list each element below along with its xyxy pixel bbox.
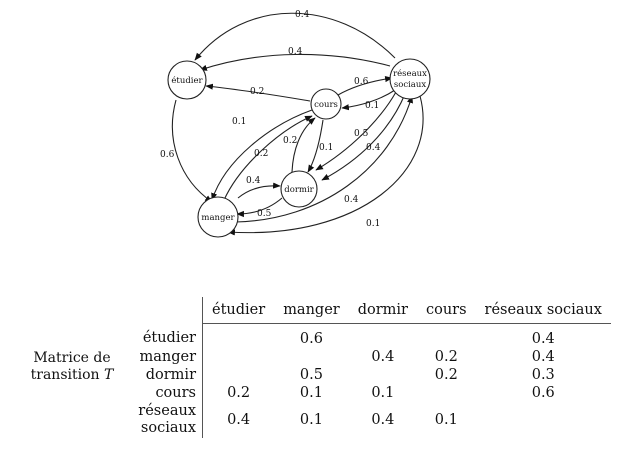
- matrix-cell: 0.5: [299, 366, 323, 383]
- matrix-cell: 0.3: [531, 366, 555, 383]
- node-cours: cours: [310, 88, 342, 120]
- edge-label-cours-manger: 0.1: [232, 117, 246, 127]
- edge-label-reseaux-etudier: 0.4: [295, 10, 310, 20]
- matrix-cell: 0.6: [299, 330, 323, 347]
- edge-label-reseaux-dormir: 0.4: [366, 143, 381, 153]
- table-row: réseaux sociaux 0.4 0.1 0.4 0.1: [120, 402, 611, 438]
- edge-label-manger-dormir: 0.4: [246, 176, 261, 186]
- edge-manger-to-reseaux: [235, 95, 413, 223]
- node-reseaux-label-line1: réseaux: [393, 68, 427, 79]
- edge-etudier-to-reseaux: [199, 53, 391, 71]
- edge-label-cours-etudier: 0.2: [250, 87, 264, 97]
- col-header: réseaux sociaux: [475, 297, 611, 324]
- node-etudier-label: étudier: [171, 75, 203, 86]
- node-dormir-label: dormir: [284, 185, 314, 195]
- side-label-line2: transition: [30, 367, 100, 383]
- edge-label-cours-reseaux: 0.6: [354, 77, 369, 87]
- matrix-cell: [203, 366, 275, 384]
- edge-reseaux-to-cours: [341, 89, 396, 111]
- matrix-corner: [120, 297, 203, 324]
- row-header: réseaux sociaux: [120, 402, 203, 438]
- col-header: dormir: [348, 297, 417, 324]
- edge-label-reseaux-manger: 0.1: [366, 219, 380, 229]
- matrix-cell: 0.2: [227, 384, 251, 401]
- matrix-cell: 0.4: [371, 348, 395, 365]
- node-etudier: étudier: [167, 60, 207, 100]
- row-header-line1: réseaux: [138, 403, 196, 419]
- table-row: étudier 0.6 0.4: [120, 323, 611, 349]
- col-header: manger: [274, 297, 349, 324]
- edge-etudier-to-manger: [171, 99, 213, 203]
- transition-matrix: étudier manger dormir cours réseaux soci…: [120, 297, 611, 438]
- matrix-cell: 0.1: [299, 384, 323, 401]
- table-row: cours 0.2 0.1 0.1 0.6: [120, 384, 611, 402]
- edge-label-reseaux-cours: 0.1: [365, 101, 379, 111]
- matrix-cell: 0.1: [434, 411, 458, 428]
- edge-dormir-to-reseaux: [315, 91, 397, 171]
- row-header: dormir: [120, 366, 203, 384]
- matrix-cell: [203, 348, 275, 366]
- matrix-side-label: Matrice de transition T: [22, 350, 122, 384]
- edge-reseaux-to-etudier-outer: [194, 12, 396, 61]
- edge-cours-to-dormir: [307, 119, 324, 173]
- edge-cours-to-reseaux: [337, 75, 393, 96]
- node-cours-label: cours: [314, 100, 338, 110]
- matrix-cell: [417, 384, 476, 402]
- edge-dormir-to-manger: [236, 197, 283, 218]
- col-header: cours: [416, 297, 476, 324]
- edge-label-dormir-cours: 0.2: [283, 136, 297, 146]
- edge-manger-to-dormir: [237, 182, 281, 199]
- edge-label-manger-reseaux: 0.4: [344, 195, 359, 205]
- matrix-cell: [274, 348, 349, 366]
- matrix-cell: 0.2: [434, 366, 458, 383]
- table-row: dormir 0.5 0.2 0.3: [120, 366, 611, 384]
- matrix-cell: [476, 402, 611, 438]
- edge-labels: 0.4 0.4 0.6 0.2 0.6 0.1 0.1 0.2 0.2 0.1 …: [160, 10, 381, 229]
- matrix-cell: 0.1: [299, 411, 323, 428]
- node-reseaux-label-line2: sociaux: [394, 80, 427, 90]
- row-header: étudier: [120, 323, 203, 348]
- node-reseaux-sociaux: réseaux sociaux: [389, 58, 431, 100]
- row-header: manger: [120, 348, 203, 366]
- row-header: cours: [120, 384, 203, 402]
- edge-label-etudier-manger: 0.6: [160, 150, 175, 160]
- matrix-cell: 0.6: [531, 384, 555, 401]
- edge-label-cours-dormir: 0.1: [319, 143, 333, 153]
- node-dormir: dormir: [280, 170, 318, 208]
- node-manger: manger: [197, 196, 239, 238]
- matrix-cell: [417, 324, 476, 349]
- edge-reseaux-to-manger: [227, 95, 424, 236]
- edge-label-dormir-reseaux: 0.5: [354, 129, 369, 139]
- matrix-cell: [203, 324, 275, 349]
- table-row: manger 0.4 0.2 0.4: [120, 348, 611, 366]
- edge-label-dormir-manger: 0.5: [257, 209, 272, 219]
- edge-cours-to-manger: [211, 109, 313, 201]
- side-label-symbol: T: [104, 367, 114, 383]
- matrix-cell: 0.4: [531, 348, 555, 365]
- edge-label-etudier-reseaux: 0.4: [288, 47, 303, 57]
- edge-reseaux-to-dormir: [321, 93, 406, 181]
- matrix-cell: 0.4: [371, 411, 395, 428]
- matrix-cell: 0.4: [227, 411, 251, 428]
- edge-manger-to-cours: [223, 115, 313, 201]
- matrix-cell: [349, 324, 417, 349]
- node-manger-label: manger: [201, 213, 235, 223]
- edge-cours-to-etudier: [205, 83, 311, 102]
- edge-label-manger-cours: 0.2: [254, 149, 268, 159]
- matrix-cell: 0.2: [434, 348, 458, 365]
- row-header-line2: sociaux: [140, 420, 196, 436]
- edge-dormir-to-cours: [291, 117, 316, 173]
- transition-graph: étudier réseaux sociaux cours dormir man…: [160, 10, 431, 238]
- matrix-cell: 0.1: [371, 384, 395, 401]
- col-header: étudier: [202, 297, 275, 324]
- side-label-line1: Matrice de: [33, 350, 111, 366]
- matrix-cell: 0.4: [531, 330, 555, 347]
- matrix-cell: [349, 366, 417, 384]
